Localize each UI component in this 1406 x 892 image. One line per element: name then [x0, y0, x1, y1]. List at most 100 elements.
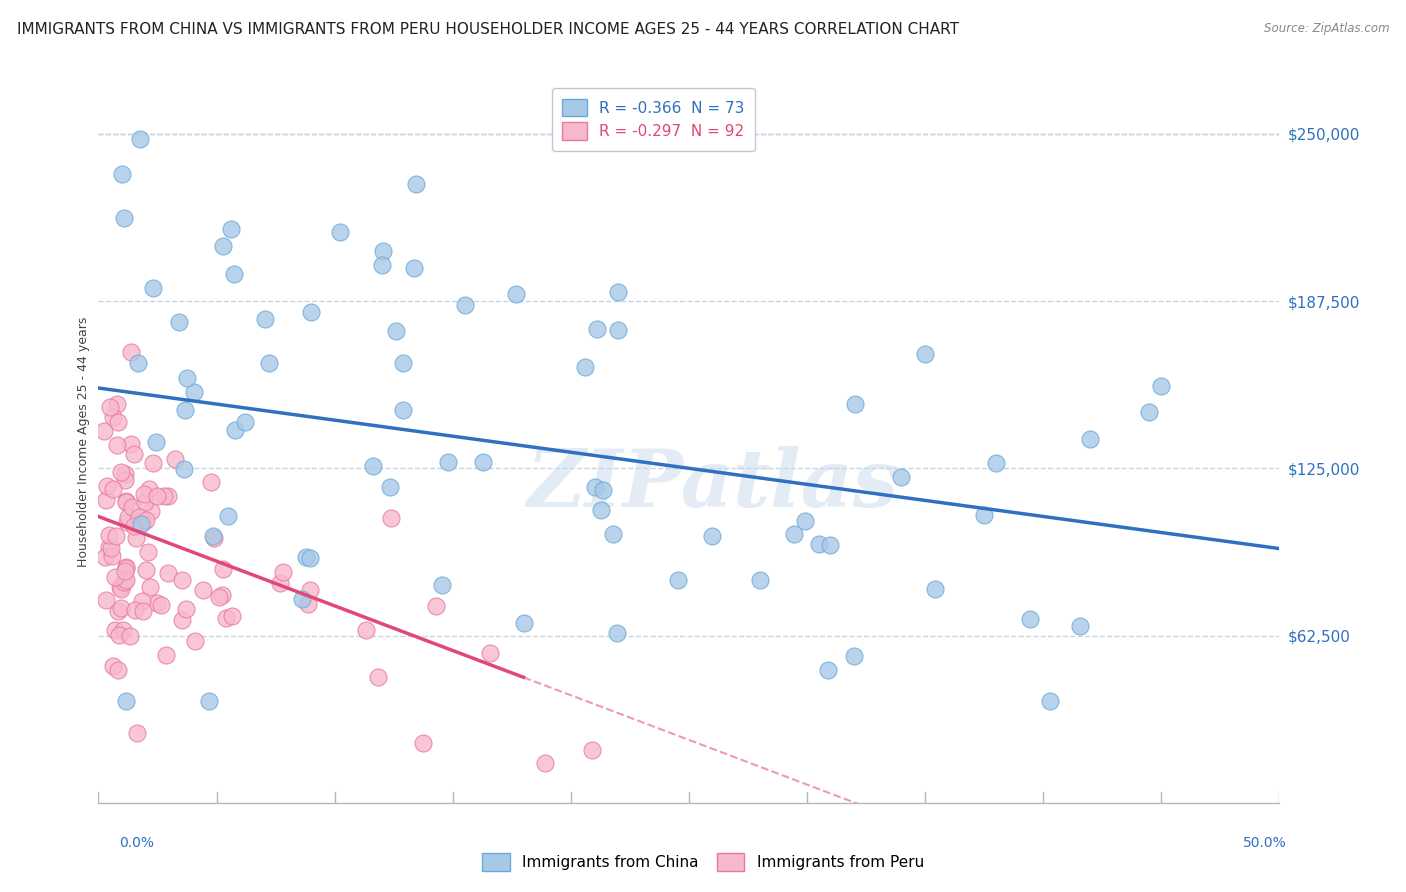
Point [505, 287, 527, 301]
Point [115, 574, 138, 588]
Point [107, 603, 129, 617]
Point [134, 495, 156, 509]
Point [110, 466, 132, 480]
Point [96, 479, 118, 493]
Point [222, 268, 245, 282]
Point [295, 550, 318, 565]
Point [105, 397, 128, 411]
Point [131, 604, 153, 618]
Point [101, 549, 124, 564]
Point [173, 462, 195, 476]
Point [172, 613, 194, 627]
Point [132, 487, 155, 501]
Point [211, 562, 233, 576]
Point [606, 285, 628, 299]
Point [98, 401, 121, 415]
Point [329, 226, 352, 240]
Point [98, 540, 121, 554]
Point [146, 596, 169, 610]
Point [585, 322, 607, 336]
Text: 0.0%: 0.0% [120, 836, 155, 850]
Point [202, 531, 225, 545]
Point [111, 624, 134, 638]
Point [94, 493, 117, 508]
Point [174, 403, 197, 417]
Point [299, 305, 322, 319]
Point [157, 490, 180, 504]
Point [817, 663, 839, 677]
Point [138, 580, 160, 594]
Text: ZIPatlas: ZIPatlas [526, 446, 898, 524]
Point [583, 480, 606, 494]
Point [155, 648, 177, 662]
Point [890, 469, 912, 483]
Point [807, 537, 830, 551]
Point [211, 588, 233, 602]
Point [93, 424, 115, 438]
Point [391, 356, 413, 370]
Legend: Immigrants from China, Immigrants from Peru: Immigrants from China, Immigrants from P… [472, 844, 934, 880]
Point [100, 541, 122, 555]
Point [145, 435, 167, 450]
Point [215, 610, 238, 624]
Point [430, 578, 453, 592]
Point [198, 694, 221, 708]
Point [666, 574, 689, 588]
Point [138, 482, 160, 496]
Point [139, 504, 162, 518]
Point [98, 528, 121, 542]
Point [124, 531, 146, 545]
Point [121, 500, 143, 514]
Point [136, 545, 159, 559]
Point [371, 244, 394, 259]
Point [367, 670, 389, 684]
Point [142, 281, 165, 295]
Point [165, 452, 187, 467]
Point [114, 561, 136, 575]
Text: 50.0%: 50.0% [1243, 836, 1286, 850]
Point [183, 384, 205, 399]
Point [1150, 379, 1173, 393]
Point [1039, 694, 1062, 708]
Point [1018, 612, 1040, 626]
Point [354, 623, 377, 637]
Point [101, 659, 124, 673]
Point [211, 239, 233, 253]
Point [94, 592, 117, 607]
Point [602, 526, 624, 541]
Point [104, 623, 127, 637]
Point [1080, 432, 1102, 446]
Text: IMMIGRANTS FROM CHINA VS IMMIGRANTS FROM PERU HOUSEHOLDER INCOME AGES 25 - 44 YE: IMMIGRANTS FROM CHINA VS IMMIGRANTS FROM… [17, 22, 959, 37]
Point [405, 177, 427, 191]
Point [257, 356, 280, 370]
Point [117, 510, 139, 524]
Point [581, 742, 603, 756]
Text: Source: ZipAtlas.com: Source: ZipAtlas.com [1264, 22, 1389, 36]
Point [169, 315, 191, 329]
Point [115, 515, 138, 529]
Point [184, 634, 207, 648]
Point [574, 359, 596, 374]
Point [108, 581, 131, 595]
Point [217, 508, 239, 523]
Point [107, 663, 129, 677]
Point [794, 514, 817, 528]
Point [129, 132, 152, 146]
Point [191, 582, 214, 597]
Point [118, 629, 141, 643]
Point [101, 482, 124, 496]
Point [973, 508, 995, 522]
Point [176, 371, 198, 385]
Point [607, 323, 630, 337]
Point [110, 582, 132, 596]
Point [120, 437, 142, 451]
Point [121, 345, 143, 359]
Point [128, 509, 150, 524]
Point [112, 211, 135, 225]
Point [115, 495, 138, 509]
Point [454, 298, 477, 312]
Point [153, 489, 176, 503]
Y-axis label: Householder Income Ages 25 - 44 years: Householder Income Ages 25 - 44 years [77, 317, 90, 566]
Point [208, 590, 231, 604]
Legend: R = -0.366  N = 73, R = -0.297  N = 92: R = -0.366 N = 73, R = -0.297 N = 92 [551, 88, 755, 151]
